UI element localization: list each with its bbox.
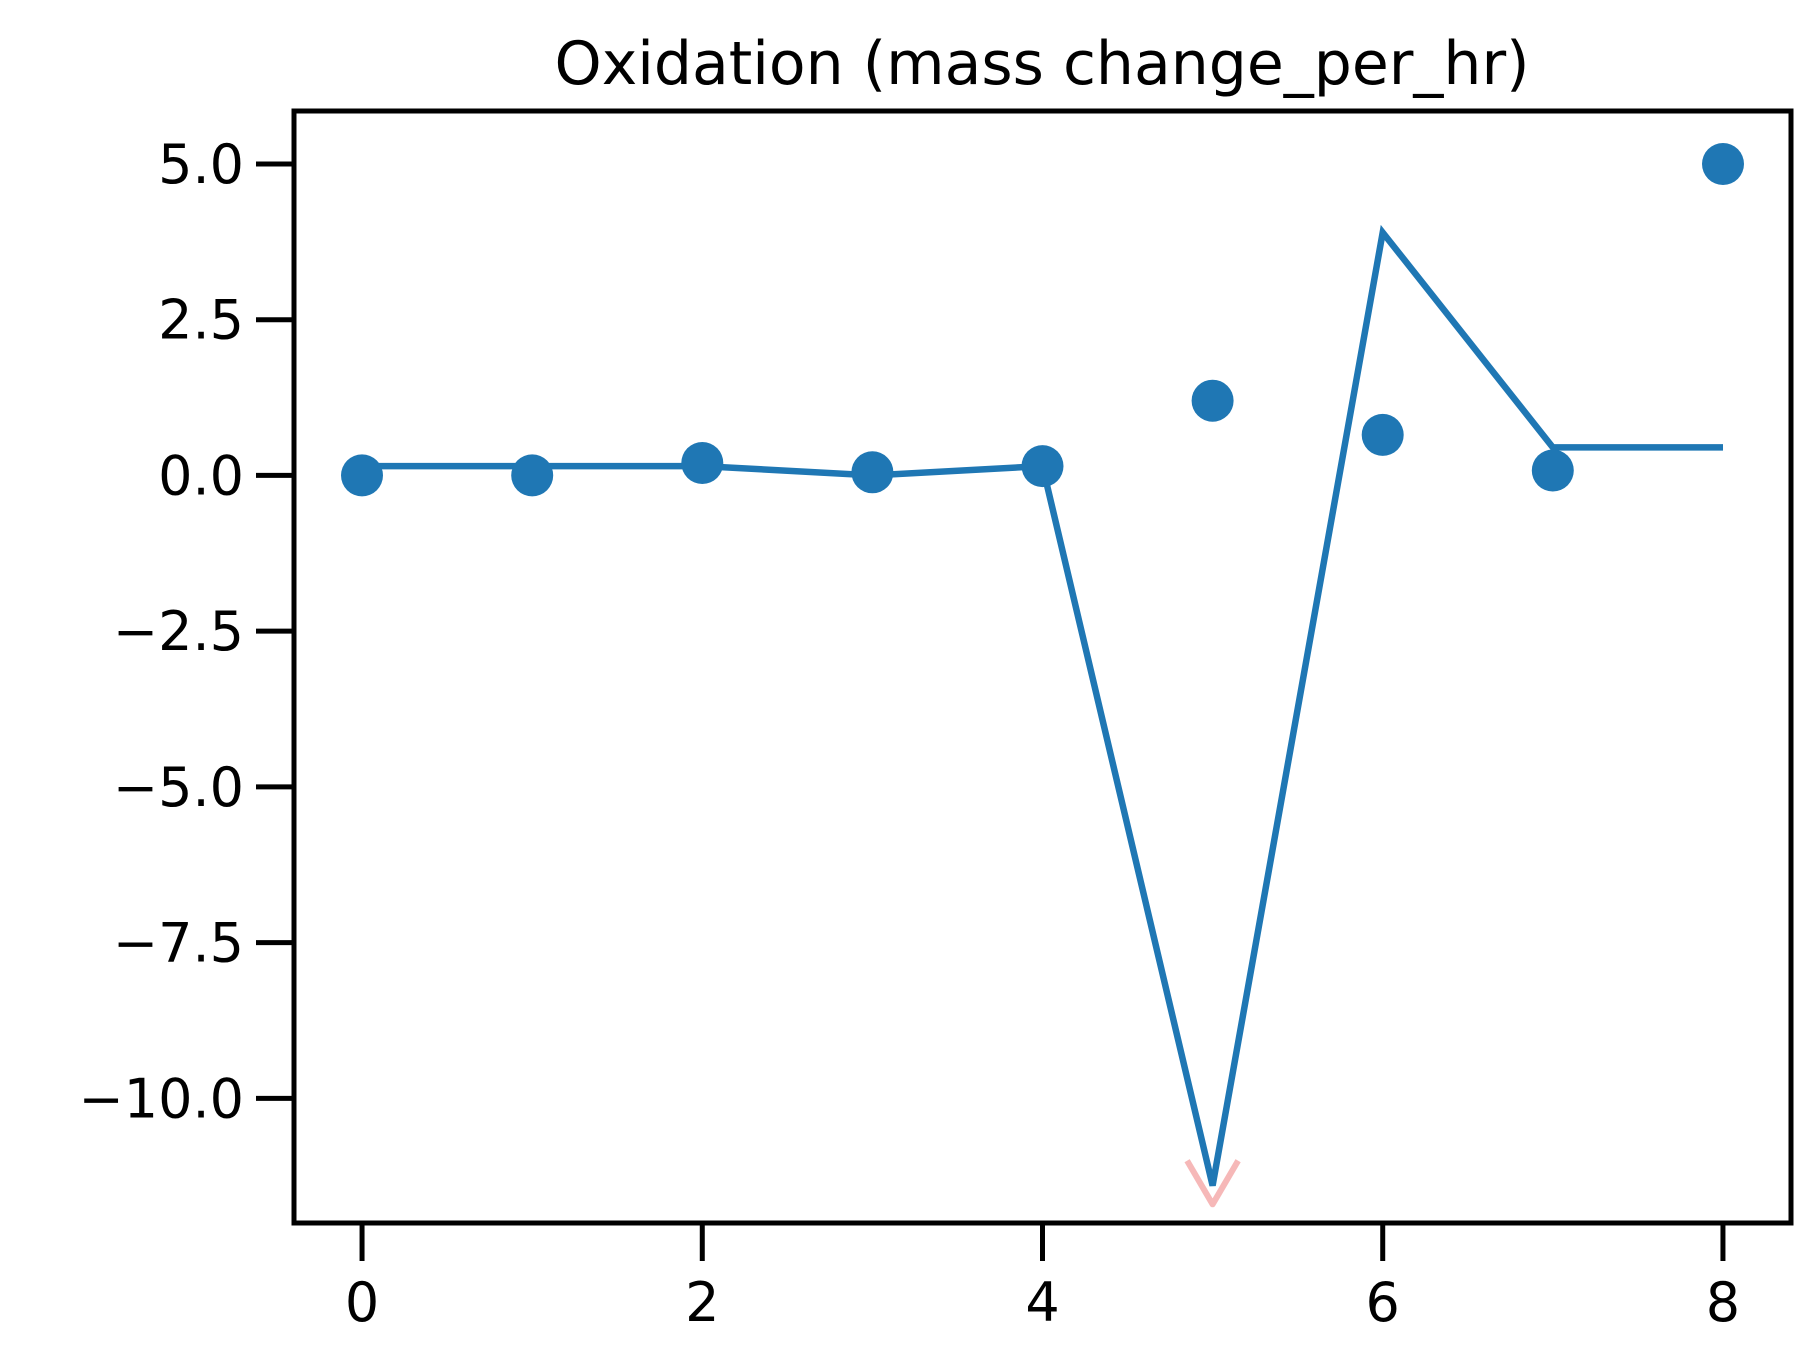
y-tick-label: −7.5 — [113, 912, 244, 975]
x-tick-label: 6 — [1366, 1271, 1400, 1334]
y-tick-label: 2.5 — [158, 289, 244, 352]
scatter-point — [851, 451, 894, 494]
scatter-point — [341, 454, 383, 497]
scatter-point — [1702, 143, 1744, 185]
axes-frame — [291, 108, 1794, 1226]
x-tick-label: 8 — [1706, 1271, 1740, 1334]
x-axis: 0 2 4 6 8 — [345, 1223, 1740, 1334]
y-axis: 5.0 2.5 0.0 −2.5 −5.0 −7.5 −10.0 — [79, 133, 294, 1130]
scatter-point — [681, 442, 724, 484]
series-line — [362, 224, 1723, 1187]
chart-title: Oxidation (mass change_per_hr) — [554, 29, 1529, 99]
scatter-point — [1361, 413, 1404, 456]
y-tick-label: 0.0 — [158, 444, 244, 507]
y-tick-label: −10.0 — [79, 1067, 244, 1130]
x-tick-label: 2 — [685, 1271, 719, 1334]
y-tick-label: −2.5 — [113, 600, 244, 663]
plot-area — [341, 143, 1744, 1208]
scatter-point — [1191, 379, 1234, 422]
y-tick-label: 5.0 — [158, 133, 244, 196]
scatter-point — [1531, 449, 1574, 492]
y-tick-label: −5.0 — [113, 756, 244, 819]
x-tick-label: 4 — [1025, 1271, 1059, 1334]
shaded-band — [1184, 1159, 1241, 1208]
scatter-point — [1021, 445, 1064, 488]
x-tick-label: 0 — [345, 1271, 379, 1334]
scatter-point — [511, 454, 554, 497]
